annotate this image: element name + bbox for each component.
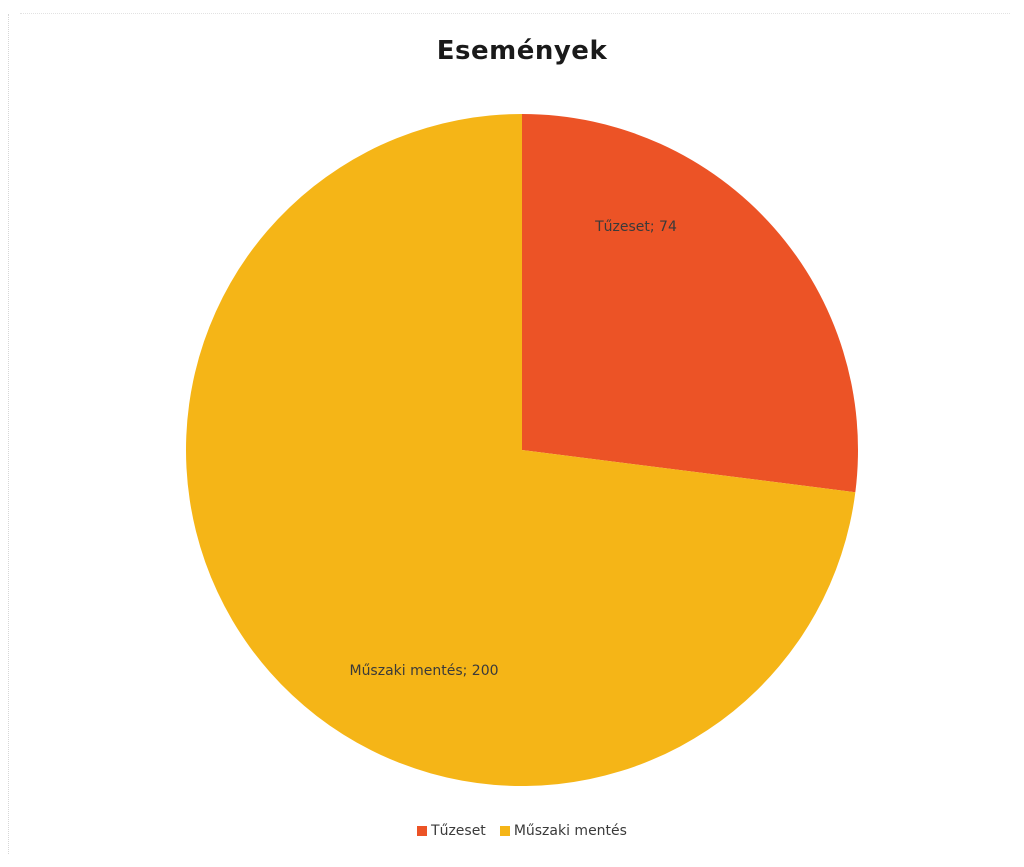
pie-slice-technical-rescue: [186, 114, 856, 786]
page-top-rule: [20, 13, 1010, 14]
legend-label-technical-rescue: Műszaki mentés: [513, 823, 627, 839]
legend-item-fire: Tűzeset: [417, 823, 486, 839]
page-margin-rule: [8, 14, 9, 854]
legend-swatch-technical-rescue: [499, 826, 510, 836]
data-label-fire: Tűzeset; 74: [594, 219, 677, 235]
legend-item-technical-rescue: Műszaki mentés: [499, 823, 627, 839]
data-label-technical-rescue: Műszaki mentés; 200: [349, 663, 498, 679]
chart-title: Események: [436, 36, 608, 66]
pie-slices: [186, 114, 858, 786]
legend-label-fire: Tűzeset: [431, 823, 486, 839]
pie-slice-fire: [522, 114, 858, 493]
legend-swatch-fire: [417, 826, 428, 836]
chart-legend: Tűzeset Műszaki mentés: [0, 823, 1024, 839]
pie-data-labels: Tűzeset; 74 Műszaki mentés; 200: [349, 219, 676, 679]
